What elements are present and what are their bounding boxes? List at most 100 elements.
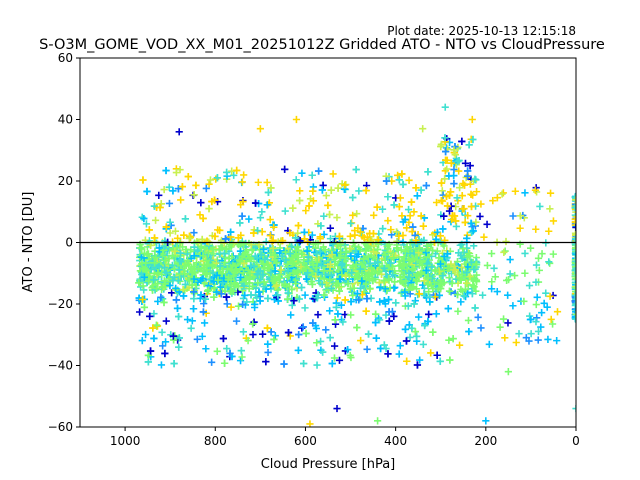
data-point <box>413 361 422 369</box>
data-point <box>293 266 302 274</box>
data-point <box>248 282 257 290</box>
data-point <box>532 278 540 286</box>
data-point <box>396 194 404 202</box>
data-point <box>306 420 314 427</box>
data-point <box>344 346 352 354</box>
data-point <box>466 162 474 170</box>
data-point <box>238 252 246 261</box>
data-point <box>472 260 481 269</box>
data-point <box>161 263 169 272</box>
data-point <box>422 181 430 190</box>
data-point <box>493 288 501 296</box>
data-point <box>451 151 459 159</box>
data-point <box>439 272 447 280</box>
data-point <box>297 263 305 271</box>
data-point <box>140 303 149 311</box>
data-point <box>399 180 407 189</box>
data-point <box>255 288 263 296</box>
data-point <box>538 250 546 258</box>
data-point <box>338 271 346 279</box>
data-point <box>442 156 450 164</box>
data-point <box>212 175 220 183</box>
data-point <box>424 317 432 326</box>
data-point <box>316 248 324 256</box>
data-point <box>406 272 414 281</box>
data-point <box>415 313 423 321</box>
data-point <box>504 276 513 284</box>
data-point <box>190 295 198 303</box>
data-point <box>380 264 388 272</box>
data-point <box>369 248 377 256</box>
data-point <box>168 289 176 297</box>
data-point <box>288 254 297 262</box>
data-point <box>403 357 411 365</box>
data-point <box>295 295 303 303</box>
data-point <box>198 332 206 340</box>
data-point <box>277 266 285 274</box>
data-point <box>206 176 215 184</box>
data-point <box>276 271 284 279</box>
data-point <box>328 359 336 368</box>
data-point <box>411 297 419 305</box>
data-point <box>363 345 371 353</box>
data-point <box>184 172 192 181</box>
data-point <box>355 296 363 304</box>
data-point <box>535 266 543 274</box>
data-point <box>222 293 231 301</box>
data-point <box>292 280 300 288</box>
data-point <box>424 168 432 176</box>
data-point <box>432 310 440 318</box>
data-point <box>264 294 272 302</box>
x-tick-label: 1000 <box>110 434 141 448</box>
data-point <box>404 302 412 310</box>
data-point <box>467 190 475 198</box>
data-point <box>221 258 229 267</box>
data-point <box>150 276 158 284</box>
data-point <box>142 220 151 228</box>
data-point <box>154 297 162 305</box>
data-point <box>339 318 347 326</box>
data-point <box>483 220 491 228</box>
data-point <box>170 359 178 368</box>
data-point <box>460 181 469 189</box>
data-point <box>448 279 456 287</box>
data-point <box>271 267 279 275</box>
data-point <box>344 280 352 288</box>
data-point <box>239 300 247 309</box>
data-point <box>254 279 262 287</box>
data-point <box>395 232 403 240</box>
data-point <box>425 288 433 296</box>
data-point <box>450 166 458 174</box>
data-point <box>139 176 147 184</box>
data-point <box>237 273 245 281</box>
data-point <box>203 256 211 264</box>
plot-date: Plot date: 2025-10-13 12:15:18 <box>387 24 576 38</box>
data-point <box>322 326 330 334</box>
data-point <box>197 199 205 207</box>
data-point <box>407 198 416 206</box>
data-point <box>169 252 177 260</box>
data-point <box>489 197 497 205</box>
data-point <box>521 189 529 197</box>
data-point <box>521 249 529 258</box>
x-tick-label: 0 <box>572 434 580 448</box>
data-point <box>356 295 364 303</box>
data-point <box>181 262 189 270</box>
data-point <box>284 295 292 303</box>
data-point <box>326 276 334 284</box>
data-point <box>245 215 253 223</box>
data-point <box>178 183 186 191</box>
data-point <box>437 179 446 187</box>
data-point <box>470 283 478 291</box>
data-point <box>239 197 247 206</box>
data-point <box>512 338 520 347</box>
data-point <box>271 251 279 259</box>
data-point <box>199 308 207 316</box>
data-point <box>437 285 445 293</box>
data-point <box>294 246 303 254</box>
data-point <box>385 295 393 304</box>
data-point <box>547 315 555 323</box>
data-point <box>416 356 424 364</box>
data-point <box>386 259 395 267</box>
data-point <box>362 271 370 279</box>
